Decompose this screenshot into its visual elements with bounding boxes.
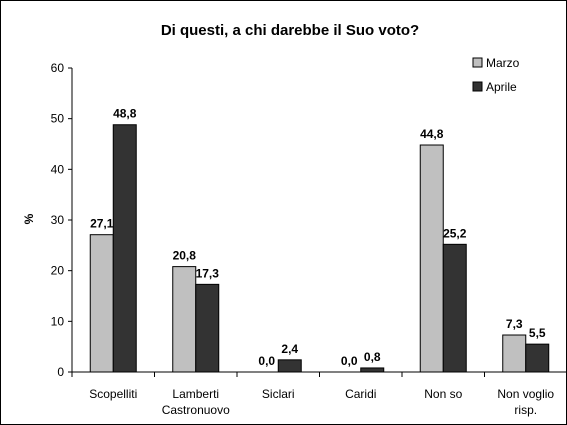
category-label: Siclari (262, 387, 295, 401)
y-tick-label: 30 (51, 213, 65, 227)
legend: Marzo Aprile (472, 56, 520, 94)
y-tick-label: 0 (57, 365, 64, 379)
bar-aprile (195, 283, 220, 373)
bar-aprile (525, 343, 550, 373)
data-label-marzo: 0,0 (341, 354, 358, 368)
data-label-marzo: 20,8 (173, 249, 197, 263)
category-label: Non so (424, 387, 462, 401)
bar-marzo (419, 144, 444, 373)
y-tick-label: 50 (51, 112, 65, 126)
data-label-aprile: 48,8 (113, 107, 137, 121)
data-label-marzo: 27,1 (90, 217, 114, 231)
legend-swatch-marzo (472, 57, 483, 68)
data-label-aprile: 0,8 (364, 350, 381, 364)
y-axis-label: % (22, 213, 36, 224)
data-label-marzo: 44,8 (420, 127, 444, 141)
data-label-marzo: 0,0 (258, 354, 275, 368)
bar-aprile (277, 359, 302, 373)
y-tick-label: 20 (51, 264, 65, 278)
y-tick-label: 60 (51, 61, 65, 75)
y-tick-label: 40 (51, 162, 65, 176)
bar-aprile (442, 243, 467, 373)
legend-swatch-aprile (472, 81, 483, 92)
data-label-aprile: 5,5 (529, 326, 546, 340)
legend-label-marzo: Marzo (486, 56, 520, 70)
chart-title: Di questi, a chi darebbe il Suo voto? (161, 22, 419, 39)
data-label-aprile: 2,4 (281, 342, 298, 356)
bar-aprile (112, 124, 137, 373)
data-label-aprile: 25,2 (443, 226, 467, 240)
category-label: Non voglio (497, 387, 554, 401)
bar-aprile (360, 367, 385, 373)
bar-marzo (89, 234, 114, 373)
category-label: Lamberti (172, 387, 219, 401)
category-label: Scopelliti (89, 387, 137, 401)
legend-label-aprile: Aprile (486, 80, 517, 94)
bar-marzo (172, 266, 197, 373)
plot-area: 0 10 20 30 40 50 60 27,1 48,8 Scopelliti 20,8 17,3 L… (51, 61, 567, 417)
bar-marzo (502, 334, 527, 373)
y-tick-label: 10 (51, 314, 65, 328)
category-label: Castronuovo (162, 403, 230, 417)
data-label-marzo: 7,3 (506, 317, 523, 331)
category-label: Caridi (345, 387, 376, 401)
data-label-aprile: 17,3 (196, 266, 220, 280)
category-label: risp. (514, 403, 537, 417)
